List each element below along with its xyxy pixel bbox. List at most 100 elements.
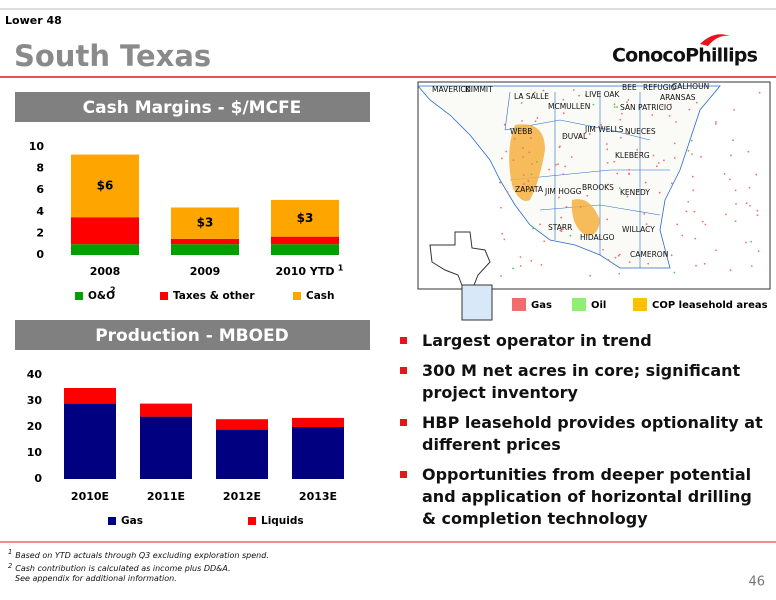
well-dot bbox=[657, 162, 660, 164]
well-dot bbox=[748, 186, 751, 189]
well-dot bbox=[755, 173, 758, 176]
well-dot bbox=[530, 259, 533, 262]
bar-segment bbox=[271, 236, 339, 245]
well-dot bbox=[613, 160, 616, 163]
well-dot bbox=[521, 120, 524, 122]
well-dot bbox=[715, 249, 717, 252]
well-dot bbox=[687, 149, 690, 152]
well-dot bbox=[565, 205, 568, 208]
legend-swatch bbox=[108, 517, 116, 525]
county-label: BROOKS bbox=[582, 183, 614, 192]
well-dot bbox=[523, 183, 525, 185]
well-dot bbox=[747, 150, 750, 153]
bar-segment bbox=[216, 429, 268, 479]
well-dot bbox=[562, 98, 565, 101]
well-dot bbox=[528, 151, 531, 154]
well-dot bbox=[557, 163, 559, 166]
county-label: WILLACY bbox=[622, 225, 655, 234]
well-dot bbox=[750, 265, 753, 268]
county-label: CAMERON bbox=[630, 250, 668, 259]
well-dot bbox=[539, 223, 542, 226]
county-label: LIVE OAK bbox=[585, 90, 621, 99]
county-lines bbox=[504, 91, 670, 268]
bullet-marker bbox=[400, 337, 407, 344]
leasehold-area bbox=[509, 124, 545, 201]
county-label: KENEDY bbox=[620, 188, 650, 197]
well-dot bbox=[734, 220, 737, 223]
x-tick-label: 2011E bbox=[147, 490, 185, 503]
well-dot bbox=[500, 206, 502, 209]
footnote: 2 Cash contribution is calculated as inco… bbox=[8, 561, 269, 575]
well-dot bbox=[513, 137, 516, 140]
well-dot bbox=[628, 168, 630, 171]
texas-icon bbox=[429, 231, 491, 291]
well-dot bbox=[616, 172, 619, 175]
well-dot bbox=[729, 269, 732, 272]
well-dot bbox=[522, 174, 525, 176]
well-dot bbox=[619, 118, 622, 121]
well-dot bbox=[700, 155, 702, 158]
well-dot bbox=[724, 213, 727, 216]
well-dot bbox=[562, 173, 565, 176]
well-dot bbox=[535, 160, 538, 163]
well-dot bbox=[673, 156, 676, 159]
y-tick-label: 8 bbox=[36, 162, 44, 175]
legend-swatch bbox=[75, 292, 83, 300]
well-dot bbox=[758, 91, 761, 94]
well-dot bbox=[690, 139, 693, 142]
footnote: 1 Based on YTD actuals through Q3 excludi… bbox=[8, 547, 269, 561]
well-dot bbox=[756, 209, 759, 212]
well-dot bbox=[714, 122, 717, 125]
bar-segment bbox=[140, 416, 192, 479]
x-tick-label: 2013E bbox=[299, 490, 337, 503]
bar-segment bbox=[64, 388, 116, 404]
well-dot bbox=[627, 132, 629, 135]
legend-label: Liquids bbox=[261, 515, 304, 527]
well-dot bbox=[757, 250, 760, 253]
y-tick-label: 6 bbox=[36, 183, 44, 196]
bar-segment bbox=[171, 207, 239, 239]
well-dot bbox=[695, 101, 698, 104]
footnote-mark: 1 bbox=[8, 548, 13, 556]
bullet: 300 M net acres in core; significant pro… bbox=[400, 360, 770, 404]
well-dot bbox=[532, 227, 534, 230]
well-dot bbox=[685, 210, 688, 213]
well-dot bbox=[500, 275, 502, 277]
well-dot bbox=[673, 271, 676, 274]
well-dot bbox=[540, 263, 543, 266]
map-land bbox=[417, 85, 721, 269]
footnote-mark: 2 bbox=[8, 561, 13, 570]
y-tick-label: 0 bbox=[34, 472, 42, 485]
chart-title: Production - MBOED bbox=[95, 326, 289, 346]
well-dot bbox=[512, 159, 515, 162]
well-dot bbox=[618, 187, 621, 190]
well-dot bbox=[592, 103, 595, 106]
well-dot bbox=[756, 214, 759, 217]
bar-segment bbox=[216, 419, 268, 430]
county-label: DUVAL bbox=[562, 132, 588, 141]
well-dot bbox=[521, 129, 524, 131]
well-dot bbox=[693, 210, 696, 213]
well-dot bbox=[676, 223, 679, 226]
footnote-text: Cash contribution is calculated as incom… bbox=[15, 564, 231, 574]
county-label: HIDALGO bbox=[580, 233, 615, 242]
well-dot bbox=[534, 120, 537, 123]
well-dot bbox=[647, 130, 649, 132]
legend-note: 2 bbox=[110, 286, 116, 295]
bullet-text: Largest operator in trend bbox=[422, 331, 652, 350]
footnote: See appendix for additional information. bbox=[8, 574, 269, 584]
county-label: KLEBERG bbox=[615, 151, 650, 160]
well-dot bbox=[558, 146, 561, 149]
well-dot bbox=[652, 154, 655, 157]
well-dot bbox=[579, 206, 582, 208]
well-dot bbox=[643, 213, 646, 215]
well-dot bbox=[621, 112, 623, 115]
well-dot bbox=[520, 102, 523, 104]
legend-label: Cash bbox=[306, 290, 335, 302]
bullet: Largest operator in trend bbox=[400, 330, 770, 352]
well-dot bbox=[730, 154, 732, 157]
chart-banner bbox=[15, 92, 370, 122]
legend-label: Taxes & other bbox=[173, 290, 255, 302]
bullet-marker bbox=[400, 367, 407, 374]
well-dot bbox=[500, 157, 503, 160]
